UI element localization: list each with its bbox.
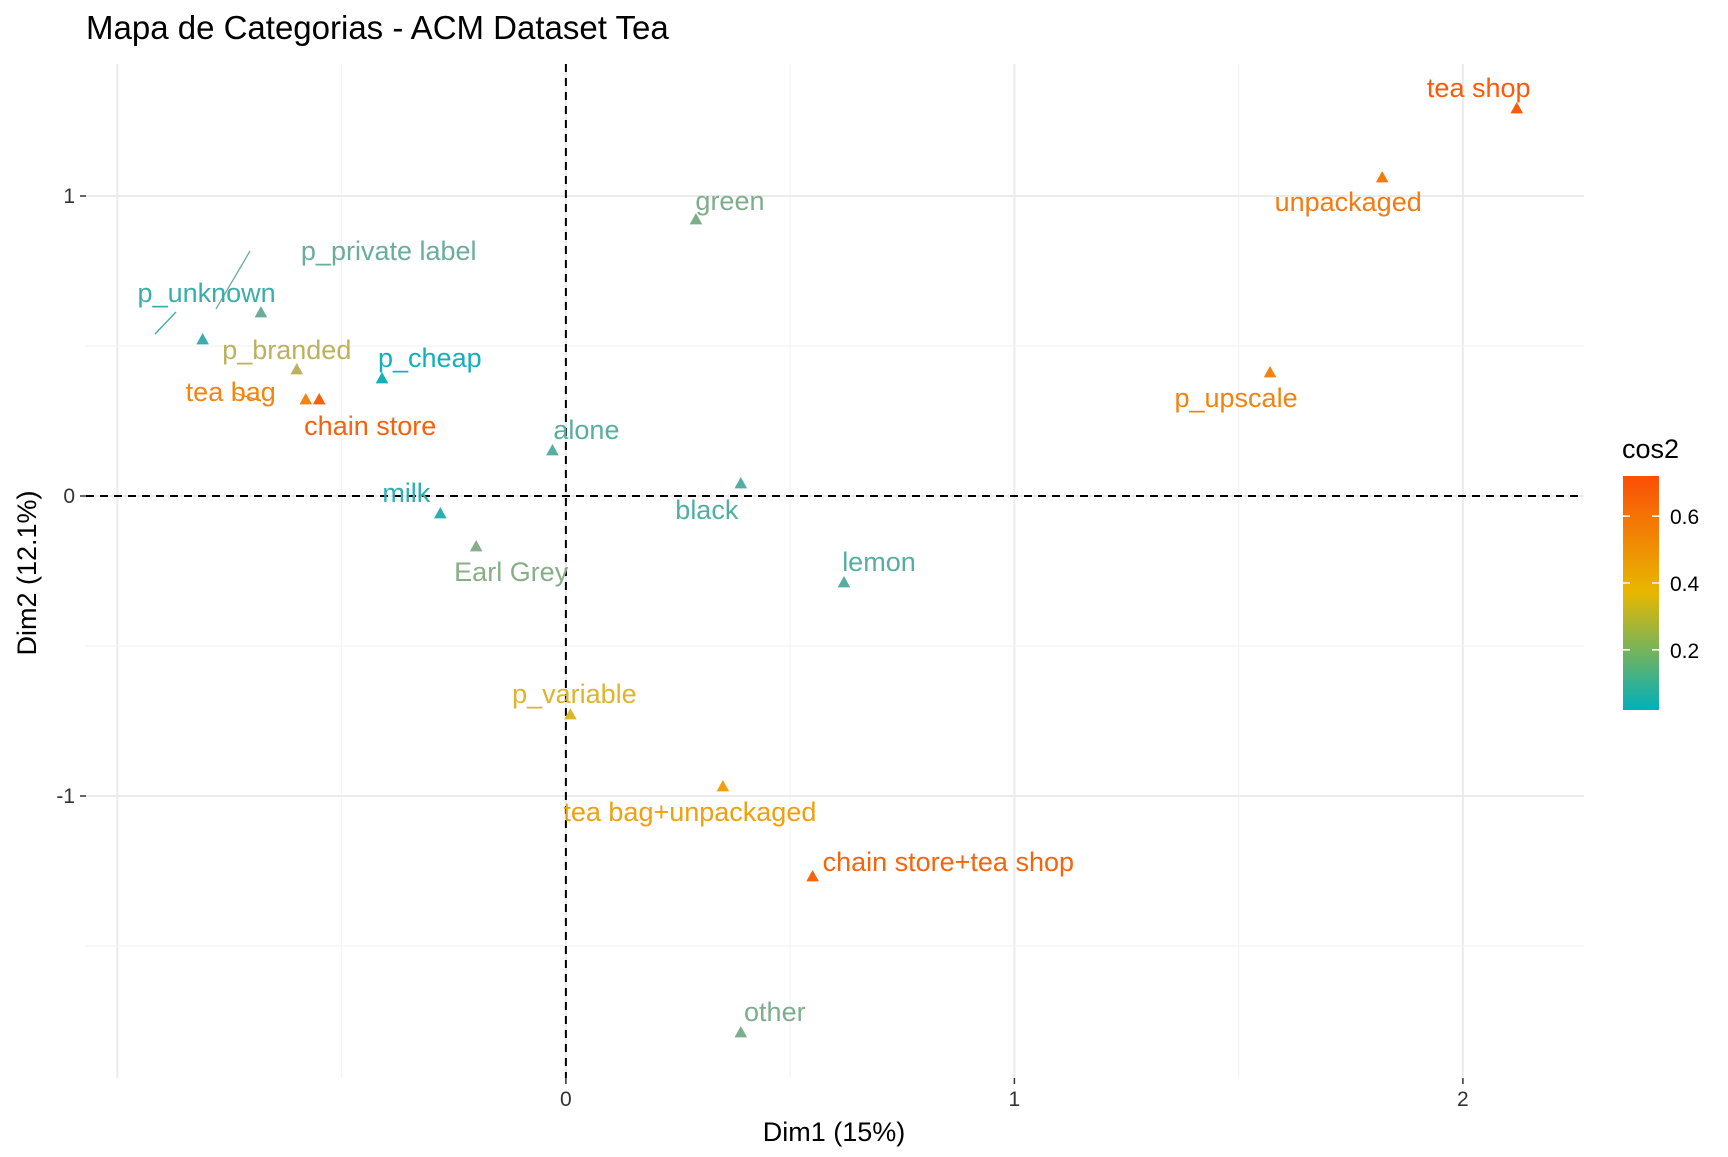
point-labels: tea shop unpackaged green p_private label p_…: [138, 73, 1531, 1027]
point-label-p-branded: p_branded: [222, 335, 351, 365]
leader-line-p-unknown: [154, 311, 177, 335]
point-label-other: other: [744, 997, 806, 1027]
point-marker-earl-grey: [469, 540, 483, 552]
point-marker-p-branded: [290, 363, 304, 375]
point-label-p-variable: p_variable: [512, 679, 637, 709]
point-label-p-unknown: p_unknown: [138, 278, 276, 308]
point-marker-p-unknown: [196, 333, 209, 345]
reference-lines: [86, 64, 1584, 1078]
legend-tick-label: 0.2: [1670, 640, 1699, 663]
x-axis-ticks: 0 1 2: [560, 1078, 1469, 1111]
point-label-tea-bag: tea bag: [186, 377, 276, 407]
y-tick-label: 1: [63, 185, 75, 208]
color-legend: cos2 0.2 0.4 0.6: [1622, 434, 1700, 710]
point-label-chain-store: chain store: [304, 411, 436, 441]
point-marker-chain-store: [312, 393, 326, 405]
leader-line-tea-bag: [234, 392, 262, 402]
y-axis-title: Dim2 (12.1%): [12, 490, 42, 655]
point-label-lemon: lemon: [842, 547, 916, 577]
point-label-green: green: [695, 186, 764, 216]
point-marker-unpackaged: [1375, 171, 1389, 183]
legend-tick-label: 0.6: [1670, 506, 1699, 529]
y-tick-label: 0: [63, 485, 75, 508]
point-marker-chain-store-tea-shop: [806, 870, 819, 882]
point-marker-p-upscale: [1263, 366, 1277, 378]
legend-title: cos2: [1622, 434, 1679, 464]
label-leader-lines: [154, 250, 262, 402]
data-points: [196, 102, 1524, 1038]
x-axis-title: Dim1 (15%): [763, 1117, 906, 1147]
point-marker-tea-bag: [299, 393, 313, 405]
point-marker-other: [734, 1026, 748, 1038]
point-label-earl-grey: Earl Grey: [454, 557, 569, 587]
point-label-p-private-label: p_private label: [301, 236, 477, 266]
point-marker-alone: [546, 444, 559, 456]
point-label-unpackaged: unpackaged: [1275, 187, 1422, 217]
point-label-alone: alone: [553, 415, 619, 445]
point-marker-milk: [434, 507, 447, 519]
point-marker-green: [689, 213, 703, 225]
point-marker-black: [734, 477, 748, 489]
legend-ticks: 0.2 0.4 0.6: [1623, 506, 1700, 663]
point-marker-tea-shop: [1510, 102, 1524, 114]
legend-tick-label: 0.4: [1670, 573, 1700, 596]
legend-colorbar: [1623, 476, 1659, 710]
point-marker-p-cheap: [375, 372, 389, 384]
point-label-chain-store-tea-shop: chain store+tea shop: [823, 847, 1074, 877]
point-label-p-upscale: p_upscale: [1174, 383, 1297, 413]
point-label-milk: milk: [382, 478, 430, 508]
leader-line-p-private-label: [215, 250, 251, 310]
point-marker-tea-bag-unpackaged: [716, 780, 730, 792]
x-tick-label: 0: [560, 1088, 572, 1111]
y-tick-label: -1: [56, 785, 75, 808]
point-marker-p-private-label: [254, 306, 268, 318]
point-label-tea-bag-unpackaged: tea bag+unpackaged: [563, 797, 816, 827]
x-tick-label: 1: [1009, 1088, 1021, 1111]
point-label-black: black: [675, 495, 739, 525]
point-marker-p-variable: [564, 708, 577, 720]
chart-title: Mapa de Categorias - ACM Dataset Tea: [86, 9, 669, 46]
point-label-p-cheap: p_cheap: [378, 343, 482, 373]
x-tick-label: 2: [1457, 1088, 1469, 1111]
point-label-tea-shop: tea shop: [1427, 73, 1531, 103]
point-marker-lemon: [837, 576, 851, 588]
y-axis-ticks: 1 0 -1: [56, 185, 86, 808]
